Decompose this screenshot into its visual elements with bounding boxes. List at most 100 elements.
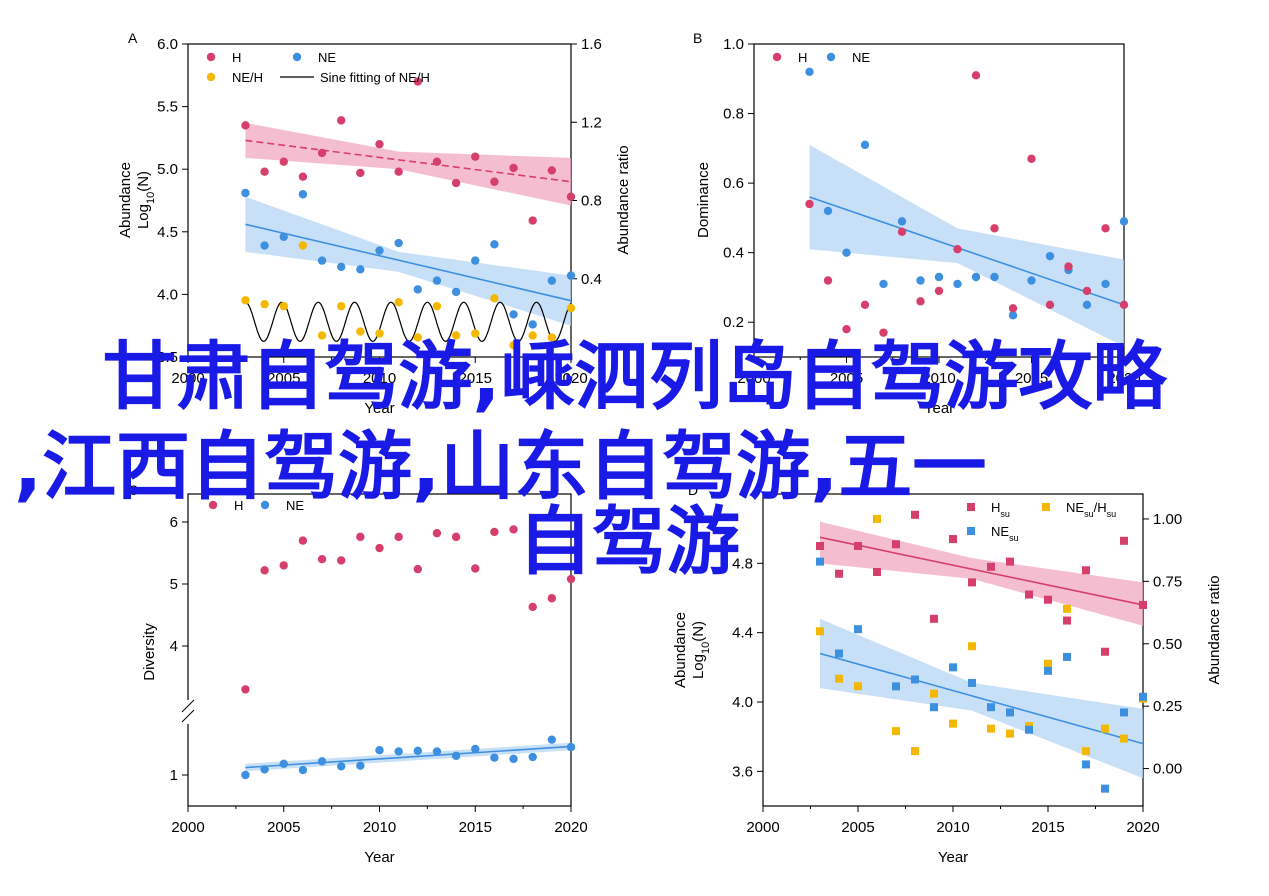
h-point	[471, 564, 480, 573]
legend-hsu-marker	[967, 503, 975, 511]
h-point	[317, 555, 327, 564]
x-tick-label: 2005	[267, 370, 300, 387]
h-point	[509, 525, 518, 534]
overlay-title-line-3: 自驾游	[518, 499, 740, 585]
ne-point	[566, 742, 576, 752]
ne-point	[897, 217, 907, 226]
nesu-hsu-point	[930, 689, 938, 698]
h-point	[805, 199, 814, 209]
h-point	[547, 166, 557, 175]
ne-point	[298, 765, 308, 775]
y2-tick-label: 1.2	[581, 114, 602, 131]
hsu-point	[1101, 647, 1109, 656]
ne-point	[509, 754, 518, 764]
h-point	[1119, 300, 1129, 310]
ne-point	[451, 287, 461, 297]
h-point	[823, 276, 833, 285]
x-tick-label: 2020	[1126, 819, 1159, 836]
legend-ne-label: NE	[852, 50, 870, 65]
ne-point	[1082, 300, 1092, 310]
ne-h-point	[356, 327, 365, 336]
y-tick-label: 4.5	[157, 224, 178, 241]
nesu-point	[1025, 725, 1033, 734]
h-point	[566, 574, 576, 584]
x-tick-label: 2010	[363, 819, 396, 836]
x-tick-label: 2000	[171, 819, 204, 836]
h-point	[413, 77, 422, 86]
hsu-confidence-band	[820, 521, 1143, 626]
nesu-hsu-point	[1082, 747, 1090, 756]
nesu-hsu-point	[911, 747, 919, 756]
h-point	[375, 139, 384, 149]
y2-axis-label: Abundance ratio	[1206, 575, 1223, 684]
ne-point	[413, 746, 422, 756]
hsu-point	[835, 569, 843, 578]
hsu-point	[949, 535, 957, 544]
ne-h-point	[413, 333, 422, 342]
x-tick-label: 2015	[1015, 370, 1048, 387]
y-axis-label: Diversity	[141, 623, 158, 681]
h-point	[547, 594, 557, 603]
x-tick-label: 2020	[554, 370, 587, 387]
ne-point	[823, 206, 833, 216]
ne-point	[451, 751, 461, 760]
ne-point	[413, 285, 422, 294]
ne-point	[317, 256, 327, 265]
ne-trend-line	[245, 223, 572, 302]
y-tick-label: 6.0	[157, 36, 178, 53]
ne-h-point	[490, 294, 499, 303]
legend-ne-h-marker	[206, 72, 216, 82]
h-confidence-band	[245, 122, 571, 206]
nesu-point	[1120, 708, 1128, 717]
h-point	[432, 528, 442, 538]
ne-trend-line	[809, 196, 1125, 306]
h-point	[337, 116, 346, 125]
x-tick-label: 2015	[1031, 819, 1064, 836]
x-tick-label: 2000	[746, 819, 779, 836]
legend: H NE	[772, 50, 870, 65]
ne-point	[566, 271, 576, 280]
h-point	[298, 172, 308, 181]
ne-h-point	[375, 329, 384, 338]
nesu-hsu-point	[1101, 724, 1109, 733]
y2-tick-label: 0.8	[581, 193, 602, 210]
ne-point	[375, 246, 384, 255]
panel-label: A	[128, 30, 138, 46]
y-axis-label: Abundance	[672, 612, 689, 688]
nesu-point	[1139, 692, 1147, 701]
hsu-point	[1082, 566, 1090, 575]
ne-point	[1101, 279, 1110, 289]
nesu-point	[1006, 708, 1014, 717]
nesu-hsu-point	[892, 727, 900, 736]
legend: H NE	[208, 498, 304, 513]
h-point	[394, 532, 403, 542]
ne-point	[1027, 276, 1036, 285]
overlay-title-line-1: 甘肃自驾游,嵊泗列岛自驾游攻略	[102, 334, 1167, 420]
nesu-hsu-point	[1044, 659, 1052, 668]
hsu-point	[854, 542, 862, 550]
h-point	[1027, 154, 1036, 163]
y-tick-label: 4.8	[732, 555, 753, 572]
hsu-point	[987, 562, 995, 571]
hsu-point	[892, 540, 900, 549]
legend-ne-marker	[826, 52, 836, 62]
h-point	[241, 121, 250, 130]
x-tick-label: 2005	[267, 819, 300, 836]
x-tick-label: 2000	[737, 370, 770, 387]
ne-point	[879, 279, 888, 289]
nesu-hsu-point	[835, 674, 843, 683]
x-axis-label: Year	[364, 849, 394, 866]
ne-point	[356, 761, 365, 770]
nesu-point	[1063, 652, 1071, 661]
h-point	[279, 157, 288, 166]
h-point	[356, 168, 365, 178]
sine-fit-line	[245, 301, 572, 343]
ne-point	[528, 752, 537, 762]
nesu-point	[1044, 666, 1052, 675]
y-tick-label: 5	[170, 576, 178, 593]
h-point	[317, 148, 327, 158]
y-axis-label-2: Log10(N)	[135, 171, 157, 229]
ne-point	[528, 320, 537, 329]
nesu-point	[911, 675, 919, 684]
